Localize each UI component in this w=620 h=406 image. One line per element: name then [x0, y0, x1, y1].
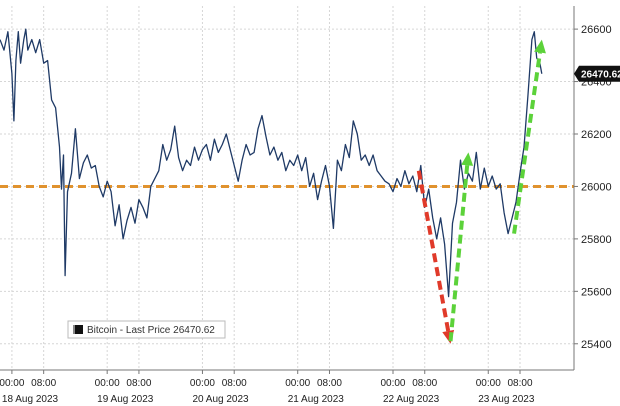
- green-up-arrow-2-head: [534, 39, 546, 54]
- green-up-arrow-2: [512, 39, 546, 234]
- last-price-label: 26470.62: [574, 65, 620, 82]
- series-line-bitcoin: [0, 28, 543, 298]
- legend-swatch: [75, 325, 83, 334]
- grid: [0, 6, 574, 370]
- x-date-label: 23 Aug 2023: [478, 394, 535, 405]
- x-date-label: 18 Aug 2023: [2, 394, 59, 405]
- x-tick-label: 08:00: [412, 378, 437, 389]
- x-tick-label: 00:00: [190, 378, 215, 389]
- series-layer: [0, 28, 543, 298]
- green-up-arrow-2-shaft: [512, 52, 542, 234]
- x-tick-label: 08:00: [31, 378, 56, 389]
- x-date-label: 19 Aug 2023: [97, 394, 154, 405]
- y-tick-label: 25600: [581, 286, 612, 298]
- x-tick-label: 00:00: [476, 378, 501, 389]
- x-date-label: 21 Aug 2023: [288, 394, 345, 405]
- x-tick-label: 08:00: [126, 378, 151, 389]
- legend-box: [67, 320, 226, 339]
- green-up-arrow-1: [448, 152, 474, 342]
- x-date-label: 20 Aug 2023: [192, 394, 249, 405]
- legend: Bitcoin - Last Price 26470.62: [67, 320, 226, 339]
- annotation-arrows: [416, 39, 546, 344]
- last-price-value: 26470.62: [581, 70, 620, 81]
- legend-label: Bitcoin - Last Price 26470.62: [87, 325, 215, 336]
- y-tick-label: 25400: [581, 339, 612, 351]
- last-price-box: [574, 65, 620, 82]
- x-date-label: 22 Aug 2023: [383, 394, 440, 405]
- green-up-arrow-1-shaft: [448, 165, 470, 342]
- x-tick-label: 00:00: [95, 378, 120, 389]
- x-tick-label: 08:00: [317, 378, 342, 389]
- x-axis-ticks: 00:00 08:00 00:00 08:00 00:00 08:00 00:00 08:00…: [0, 369, 574, 405]
- y-tick-label: 26000: [581, 181, 612, 193]
- x-tick-label: 00:00: [0, 378, 25, 389]
- y-tick-label: 26200: [581, 129, 612, 141]
- y-tick-label: 26600: [581, 24, 612, 36]
- x-tick-label: 08:00: [507, 378, 532, 389]
- x-tick-label: 00:00: [380, 378, 405, 389]
- green-up-arrow-1-head: [461, 152, 474, 166]
- x-tick-label: 00:00: [285, 378, 310, 389]
- x-tick-label: 08:00: [222, 378, 247, 389]
- y-tick-label: 25800: [581, 234, 612, 246]
